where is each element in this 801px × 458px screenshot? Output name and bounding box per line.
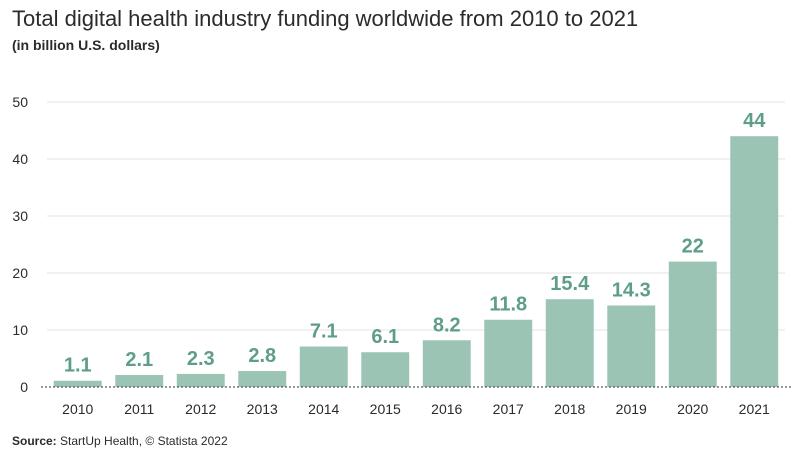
bar-2018 bbox=[545, 299, 594, 387]
data-label-2018: 15.4 bbox=[550, 273, 590, 295]
data-label-2014: 7.1 bbox=[310, 321, 338, 343]
bar-2014 bbox=[299, 346, 348, 387]
source-label: Source: bbox=[12, 434, 57, 448]
data-label-2013: 2.8 bbox=[248, 345, 276, 367]
chart-subtitle: (in billion U.S. dollars) bbox=[12, 37, 160, 53]
bars bbox=[53, 136, 779, 387]
data-label-2011: 2.1 bbox=[125, 349, 153, 371]
bar-2016 bbox=[422, 340, 471, 387]
bar-2020 bbox=[668, 261, 717, 387]
data-label-2012: 2.3 bbox=[187, 348, 215, 370]
bar-2015 bbox=[361, 352, 410, 387]
x-tick-label-2018: 2018 bbox=[554, 401, 585, 417]
bar-2019 bbox=[607, 305, 656, 387]
data-label-2010: 1.1 bbox=[64, 355, 92, 377]
source-text: StartUp Health, © Statista 2022 bbox=[60, 434, 228, 448]
chart-title: Total digital health industry funding wo… bbox=[12, 6, 639, 31]
y-axis-ticks: 0 10 20 30 40 50 bbox=[12, 94, 28, 395]
data-label-2021: 44 bbox=[743, 110, 766, 132]
source-note: Source: StartUp Health, © Statista 2022 bbox=[12, 434, 228, 448]
data-label-2016: 8.2 bbox=[433, 314, 461, 336]
x-tick-label-2019: 2019 bbox=[616, 401, 647, 417]
x-tick-label-2017: 2017 bbox=[493, 401, 524, 417]
x-tick-label-2015: 2015 bbox=[370, 401, 401, 417]
y-tick-label: 10 bbox=[12, 322, 28, 338]
x-tick-label-2011: 2011 bbox=[124, 401, 154, 417]
x-tick-label-2016: 2016 bbox=[431, 401, 462, 417]
x-tick-label-2012: 2012 bbox=[185, 401, 216, 417]
grid-lines bbox=[47, 101, 785, 331]
data-label-2019: 14.3 bbox=[612, 279, 651, 301]
x-tick-label-2020: 2020 bbox=[677, 401, 708, 417]
x-tick-label-2013: 2013 bbox=[247, 401, 278, 417]
x-tick-label-2010: 2010 bbox=[62, 401, 93, 417]
data-label-2017: 11.8 bbox=[489, 294, 527, 316]
bar-2013 bbox=[238, 371, 287, 387]
bar-2017 bbox=[484, 319, 533, 387]
bar-2012 bbox=[176, 373, 225, 387]
data-labels: 1.1 2.1 2.3 2.8 7.1 6.1 8.2 11.8 15.4 14.3 22 44 bbox=[64, 110, 766, 377]
y-tick-label: 0 bbox=[20, 379, 28, 395]
bar-2021 bbox=[730, 136, 779, 387]
bar-2011 bbox=[115, 375, 164, 387]
y-tick-label: 30 bbox=[12, 208, 28, 224]
y-tick-label: 40 bbox=[12, 151, 28, 167]
data-label-2020: 22 bbox=[682, 236, 704, 258]
y-tick-label: 50 bbox=[12, 94, 28, 110]
bar-2010 bbox=[53, 380, 102, 387]
x-tick-label-2021: 2021 bbox=[739, 401, 770, 417]
x-axis-ticks: 2010 2011 2012 2013 2014 2015 2016 2017 2018 2019… bbox=[62, 401, 770, 417]
data-label-2015: 6.1 bbox=[371, 326, 399, 348]
x-tick-label-2014: 2014 bbox=[308, 401, 339, 417]
y-tick-label: 20 bbox=[12, 265, 28, 281]
